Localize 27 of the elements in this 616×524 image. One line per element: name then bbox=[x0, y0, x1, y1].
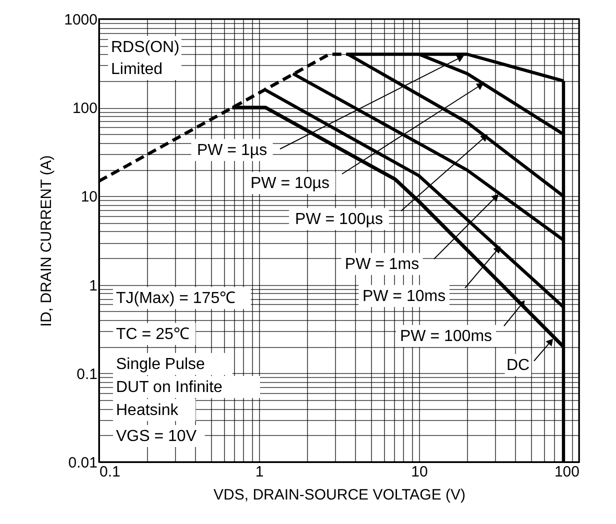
y-tick-label: 1 bbox=[89, 277, 98, 294]
annotation: TJ(Max) = 175℃ bbox=[116, 290, 236, 307]
y-tick-label: 0.1 bbox=[76, 366, 98, 383]
x-axis-title: VDS, DRAIN-SOURCE VOLTAGE (V) bbox=[214, 486, 466, 504]
annotation: DC bbox=[506, 357, 530, 374]
x-tick-label: 1 bbox=[255, 464, 264, 480]
annotation: PW = 100µs bbox=[295, 211, 383, 228]
y-axis-title: ID, DRAIN CURRENT (A) bbox=[38, 155, 56, 327]
annotation: VGS = 10V bbox=[116, 428, 197, 445]
annotation: PW = 10µs bbox=[250, 175, 330, 192]
y-tick-label: 0.01 bbox=[68, 454, 98, 472]
annotation: Single Pulse bbox=[116, 356, 206, 373]
annotation: PW = 1µs bbox=[196, 142, 268, 159]
annotation: PW = 1ms bbox=[344, 256, 420, 273]
x-tick-label: 10 bbox=[411, 464, 428, 480]
annotation: DUT on Infinite bbox=[116, 379, 223, 396]
x-tick-label: 0.1 bbox=[100, 464, 120, 480]
annotation: RDS(ON) bbox=[111, 39, 180, 56]
annotation: Heatsink bbox=[116, 402, 180, 419]
y-tick-label: 100 bbox=[72, 100, 98, 118]
annotation: PW = 10ms bbox=[362, 288, 446, 305]
annotation: Limited bbox=[111, 61, 163, 78]
annotation: PW = 100ms bbox=[400, 328, 492, 345]
x-tick-label: 100 bbox=[554, 464, 580, 480]
y-tick-label: 1000 bbox=[64, 12, 98, 28]
annotation: TC = 25℃ bbox=[116, 326, 190, 343]
y-tick-label: 10 bbox=[80, 188, 98, 206]
